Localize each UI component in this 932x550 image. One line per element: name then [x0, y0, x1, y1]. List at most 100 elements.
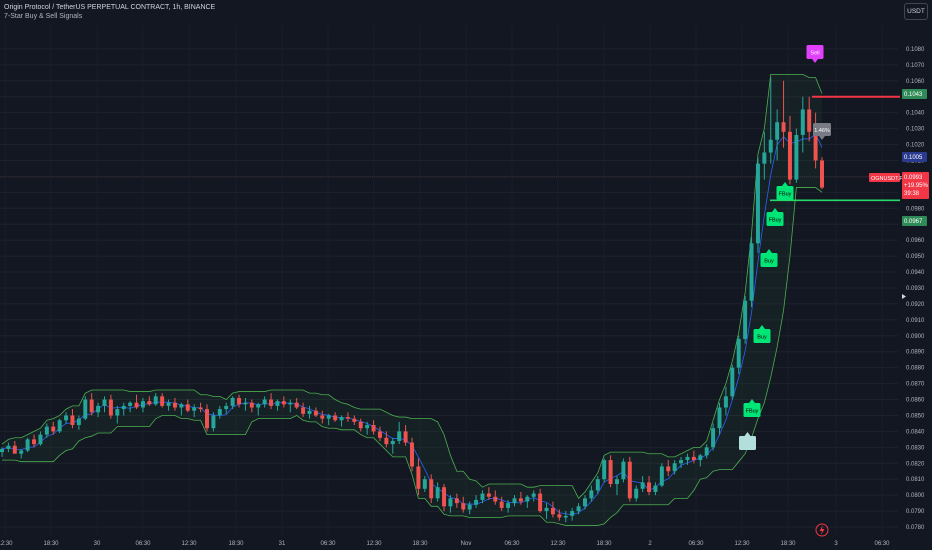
candle-body	[685, 456, 690, 461]
candle	[711, 423, 716, 451]
time-axis[interactable]: 12:30 18:30 30 06:30 12:30 18:30 31 06:30 12:30 1…	[0, 541, 890, 547]
candle-body	[531, 493, 536, 497]
price-tick-label: 0.1020	[906, 143, 925, 149]
candle	[627, 456, 632, 502]
candle-body	[570, 511, 575, 516]
candle-body	[717, 407, 722, 429]
fbuy-signal: FBuy	[776, 182, 794, 200]
candle-body	[442, 487, 447, 507]
candle	[461, 496, 466, 513]
candle-body	[474, 499, 479, 505]
candle-body	[339, 417, 344, 421]
candle	[698, 453, 703, 467]
candle	[647, 476, 652, 496]
candle	[237, 394, 242, 408]
candle	[762, 131, 767, 180]
candle-body	[243, 402, 248, 405]
time-tick-label: 3	[834, 541, 838, 547]
candle	[288, 399, 293, 413]
candle	[76, 415, 81, 430]
indicator-legend[interactable]: 7-Star Buy & Sell Signals	[4, 13, 83, 20]
candle-body	[429, 479, 434, 499]
candle-body	[320, 415, 325, 419]
candle	[365, 421, 370, 435]
last-price-tag: 0.0993 +19.95% 39:38	[902, 172, 929, 199]
candle	[134, 394, 139, 410]
candle	[755, 157, 760, 253]
candle-body	[307, 410, 312, 414]
candle	[666, 460, 671, 477]
candle	[166, 399, 171, 411]
candle	[602, 458, 607, 483]
candle-body	[326, 415, 331, 419]
candle-body	[153, 396, 158, 405]
candle	[422, 476, 427, 492]
time-tick-label: 06:30	[688, 541, 704, 547]
candle-body	[397, 431, 402, 441]
candle	[313, 407, 318, 418]
symbol-tag-text: OGNUSDT.P	[871, 176, 903, 182]
candle	[518, 491, 523, 505]
candle-body	[672, 463, 677, 472]
candle-body	[627, 461, 632, 499]
signal-box	[739, 436, 756, 450]
candle-body	[416, 466, 421, 489]
candle	[435, 482, 440, 502]
candle	[339, 415, 344, 427]
candle-body	[730, 367, 735, 397]
candle-body	[499, 501, 504, 508]
signal-pointer	[772, 208, 778, 212]
time-tick-label: 18:30	[780, 541, 796, 547]
symbol-title[interactable]: Origin Protocol / TetherUS PERPETUAL CON…	[4, 4, 216, 11]
candle-body	[813, 131, 818, 161]
candle-body	[787, 131, 792, 180]
price-tick-label: 0.0810	[906, 477, 925, 483]
candle	[230, 396, 235, 410]
candle-body	[365, 425, 370, 429]
candle-body	[576, 506, 581, 512]
candle	[634, 485, 639, 502]
annotation-pointer	[819, 136, 825, 140]
candle	[576, 503, 581, 515]
candle-body	[736, 338, 741, 368]
candle	[301, 402, 306, 418]
candle-body	[800, 109, 805, 135]
time-tick-label: 30	[94, 541, 101, 547]
candle-body	[608, 460, 613, 484]
time-tick-label: 12:30	[366, 541, 382, 547]
last-price-box	[902, 172, 929, 199]
signal-label: FBuy	[746, 409, 759, 415]
candle	[544, 503, 549, 520]
candle-body	[467, 504, 472, 510]
candle	[653, 482, 658, 496]
candle	[57, 418, 62, 433]
candle-body	[493, 496, 498, 502]
candle	[320, 410, 325, 424]
currency-button[interactable]: USDT	[904, 3, 928, 20]
candle	[160, 393, 165, 408]
candle	[256, 402, 261, 416]
candle-body	[775, 122, 780, 140]
candle	[249, 399, 254, 413]
candle	[96, 402, 101, 418]
candle-body	[358, 421, 363, 429]
candle-body	[12, 445, 17, 454]
lightning-icon[interactable]	[815, 523, 829, 537]
price-tick-label: 0.0870	[906, 382, 925, 388]
candle	[128, 401, 133, 413]
price-tag-text: 0.1043	[904, 92, 923, 98]
candle-body	[634, 488, 639, 499]
candle	[224, 402, 229, 414]
candle-body	[333, 415, 338, 421]
candle-body	[237, 397, 242, 405]
candle-body	[704, 447, 709, 456]
candle-body	[602, 460, 607, 480]
candle	[442, 484, 447, 512]
price-axis[interactable]: 0.10800.10700.10600.10500.10400.10300.10…	[902, 47, 929, 531]
candle-body	[288, 402, 293, 405]
candle-body	[820, 160, 824, 188]
candle-body	[352, 418, 357, 422]
candle-body	[550, 507, 555, 515]
signal-label: FBuy	[769, 218, 782, 224]
